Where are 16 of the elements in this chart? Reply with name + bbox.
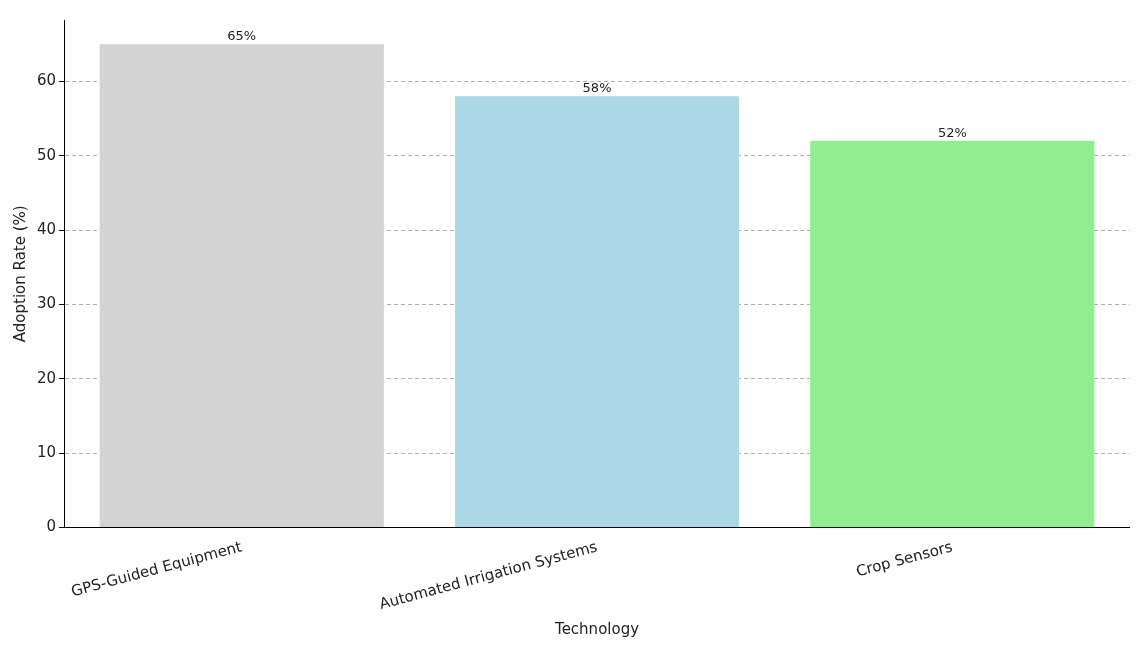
y-tick-label: 50: [36, 145, 57, 164]
bar: [810, 140, 1095, 527]
bar: [454, 96, 740, 527]
bar: [99, 44, 384, 527]
y-tick-label: 0: [46, 517, 57, 536]
y-tick-label: 60: [36, 71, 57, 90]
y-axis-title: Adoption Rate (%): [10, 205, 29, 343]
data-label: 58%: [582, 80, 612, 96]
data-label: 65%: [227, 28, 257, 44]
y-tick-label: 20: [36, 368, 57, 387]
x-tick-label: Crop Sensors: [854, 537, 955, 581]
x-axis-title: Technology: [554, 619, 640, 638]
y-tick-label: 10: [36, 443, 57, 461]
y-tick-label: 40: [36, 219, 57, 238]
y-tick-label: 30: [36, 294, 57, 313]
data-label: 52%: [937, 124, 967, 140]
